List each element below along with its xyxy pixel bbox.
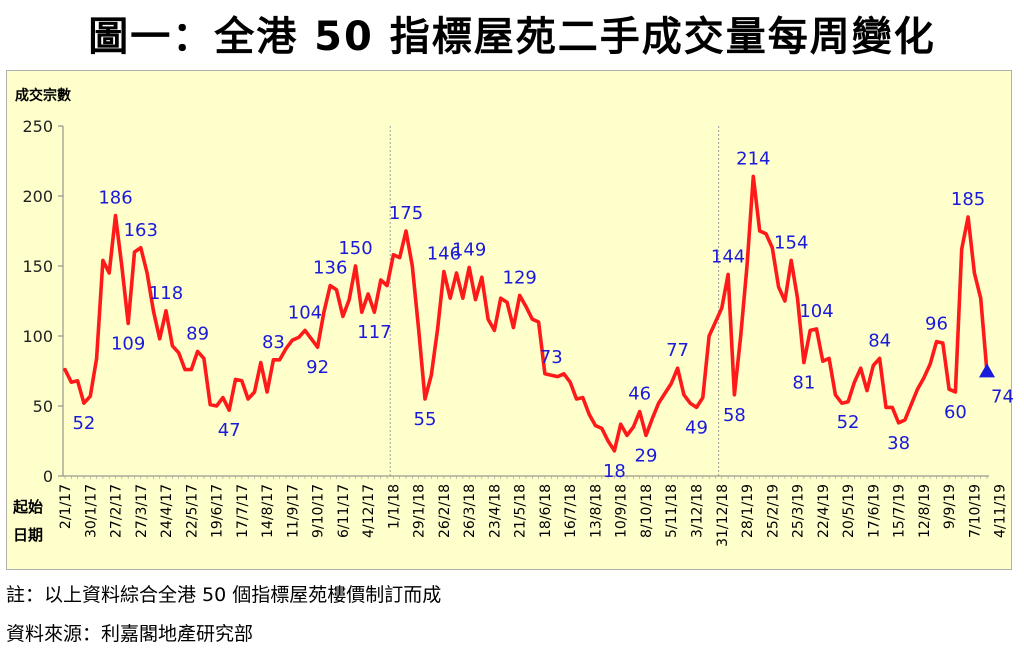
- y-tick-label: 100: [22, 327, 53, 346]
- chart-title: 圖一：全港 50 指標屋苑二手成交量每周變化: [88, 14, 936, 60]
- data-label: 38: [887, 433, 910, 454]
- data-label: 46: [628, 384, 651, 405]
- x-tick-label: 22/5/17: [184, 484, 200, 538]
- data-label: 49: [685, 417, 708, 438]
- y-tick-label: 0: [43, 467, 53, 486]
- data-label: 52: [72, 413, 95, 434]
- x-tick-label: 26/3/18: [462, 484, 478, 538]
- data-label: 117: [357, 322, 391, 343]
- data-label: 149: [452, 239, 486, 260]
- data-label: 104: [288, 302, 322, 323]
- x-tick-label: 4/12/17: [361, 484, 377, 538]
- x-tick-label: 28/1/19: [740, 484, 756, 538]
- x-tick-label: 10/9/18: [614, 484, 630, 538]
- x-tick-label: 19/6/17: [210, 484, 226, 538]
- source-note: 資料來源：利嘉閣地產研究部: [6, 623, 254, 645]
- data-label: 58: [723, 405, 746, 426]
- x-tick-label: 7/10/19: [967, 484, 983, 538]
- x-tick-label: 6/11/17: [336, 484, 352, 538]
- x-tick-label: 16/7/18: [563, 484, 579, 538]
- data-label: 163: [124, 220, 158, 241]
- x-tick-label: 17/6/19: [866, 484, 882, 538]
- y-tick-label: 250: [22, 117, 53, 136]
- data-label: 109: [111, 333, 145, 354]
- x-tick-label: 20/5/19: [841, 484, 857, 538]
- data-label: 83: [262, 332, 285, 353]
- x-tick-label: 25/3/19: [791, 484, 807, 538]
- x-tick-label: 12/8/19: [917, 484, 933, 538]
- x-tick-label: 4/11/19: [993, 484, 1009, 538]
- chart-frame: 成交宗數 0 50 100 150 200 250 2/1/17 30/1/17 27/2/17 2…: [6, 70, 1013, 570]
- x-tick-label: 5/11/18: [664, 484, 680, 538]
- x-tick-label: 18/6/18: [538, 484, 554, 538]
- data-label: 129: [503, 267, 537, 288]
- data-label: 89: [186, 323, 209, 344]
- data-label: 104: [799, 301, 833, 322]
- x-tick-label: 27/3/17: [134, 484, 150, 538]
- data-label: 74: [991, 386, 1013, 407]
- data-label: 92: [306, 357, 329, 378]
- x-axis-title-line: 日期: [13, 526, 43, 544]
- x-tick-label: 25/2/19: [765, 484, 781, 538]
- y-axis-title: 成交宗數: [15, 87, 71, 104]
- x-tick-label: 30/1/17: [83, 484, 99, 538]
- data-label: 136: [313, 258, 347, 279]
- y-tick-label: 50: [33, 397, 53, 416]
- x-tick-label: 11/9/17: [285, 484, 301, 538]
- x-tick-label: 31/12/18: [715, 484, 731, 547]
- x-tick-label: 29/1/18: [412, 484, 428, 538]
- y-tick-label: 150: [22, 257, 53, 276]
- data-label: 18: [603, 461, 626, 482]
- data-label: 29: [635, 445, 658, 466]
- y-tick-label: 200: [22, 187, 53, 206]
- data-label: 154: [774, 232, 808, 253]
- data-label: 47: [218, 420, 241, 441]
- data-label: 77: [666, 340, 689, 361]
- x-tick-label: 8/10/18: [639, 484, 655, 538]
- x-tick-label: 23/4/18: [487, 484, 503, 538]
- x-tick-label: 21/5/18: [513, 484, 529, 538]
- data-label: 185: [951, 189, 985, 210]
- x-tick-label: 3/12/18: [690, 484, 706, 538]
- data-label: 73: [540, 347, 563, 368]
- footnote: 註：以上資料綜合全港 50 個指標屋苑樓價制訂而成: [6, 584, 442, 606]
- data-label: 52: [837, 412, 860, 433]
- x-tick-label: 22/4/19: [816, 484, 832, 538]
- x-tick-label: 9/9/19: [942, 484, 958, 529]
- x-tick-label: 1/1/18: [386, 484, 402, 529]
- data-label: 96: [925, 314, 948, 335]
- series-line: [63, 174, 989, 453]
- data-label: 60: [944, 402, 967, 423]
- x-tick-label: 14/8/17: [260, 484, 276, 538]
- x-tick-label: 24/4/17: [159, 484, 175, 538]
- data-label: 214: [736, 148, 770, 169]
- data-label: 175: [389, 203, 423, 224]
- data-label: 118: [149, 283, 183, 304]
- data-label: 150: [338, 238, 372, 259]
- x-tick-label: 17/7/17: [235, 484, 251, 538]
- x-tick-label: 15/7/19: [892, 484, 908, 538]
- data-label: 144: [711, 246, 745, 267]
- x-tick-label: 2/1/17: [58, 484, 74, 529]
- data-label: 146: [427, 244, 461, 265]
- data-label: 84: [868, 330, 891, 351]
- x-axis-title-line: 起始: [12, 498, 43, 516]
- data-label: 55: [414, 409, 437, 430]
- latest-point-marker: [979, 363, 995, 378]
- data-label: 186: [98, 188, 132, 209]
- x-tick-label: 26/2/18: [437, 484, 453, 538]
- x-tick-label: 27/2/17: [109, 484, 125, 538]
- data-label: 81: [792, 373, 815, 394]
- weekly-transactions-line-chart: 成交宗數 0 50 100 150 200 250 2/1/17 30/1/17 27/2/17 2…: [12, 87, 1013, 547]
- x-tick-label: 13/8/18: [588, 484, 604, 538]
- x-tick-label: 9/10/17: [311, 484, 327, 538]
